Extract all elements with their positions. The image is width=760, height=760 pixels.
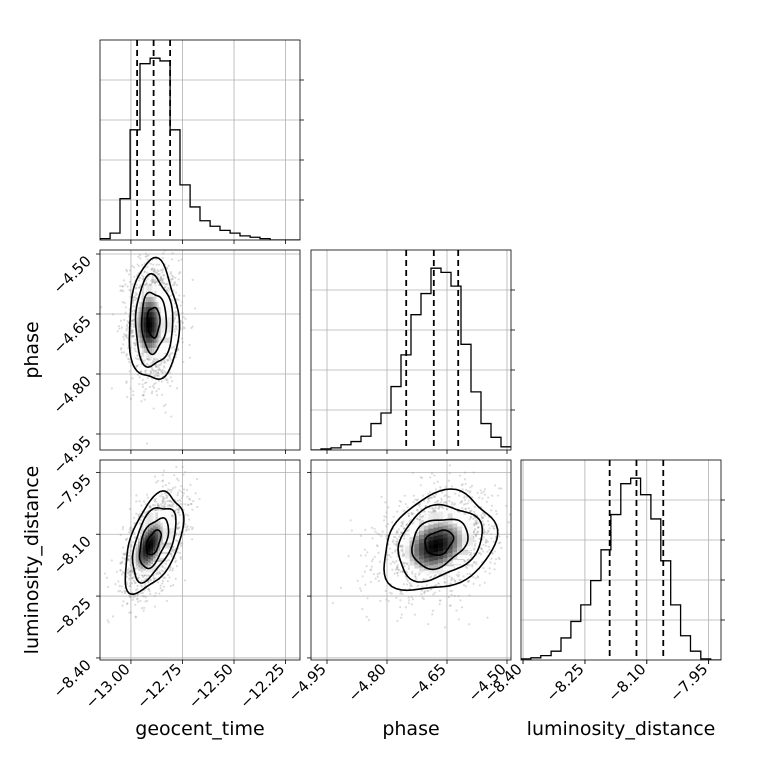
x-tick-label: −12.50 [185,660,237,712]
contour-0.5-sigma [424,529,455,556]
y-tick-label: −4.80 [50,372,95,417]
contour-1.5-sigma [397,503,484,583]
x-tick-label: −8.10 [604,660,649,705]
scatter-panel-phase-vs-luminosity_distance [311,460,511,660]
panel-frame [520,459,722,661]
contour-0.5-sigma [146,306,161,339]
x-tick-label: −4.80 [345,660,390,705]
y-axis-label-luminosity_distance: luminosity_distance [21,466,43,655]
x-tick-label: −8.25 [543,660,588,705]
histogram-phase [311,250,511,450]
histogram-step-luminosity_distance [521,477,721,660]
x-tick-label: −4.95 [285,660,330,705]
x-axis-label-phase: phase [382,718,439,740]
y-tick-label: −4.95 [50,432,95,477]
y-axis-label-phase: phase [21,321,43,378]
contour-1-sigma [138,516,170,570]
contour-2-sigma [128,256,181,381]
panel-frame [99,459,301,661]
panel-frame [99,39,301,241]
y-tick-label: −4.65 [50,312,95,357]
x-tick-label: −12.75 [133,660,185,712]
x-axis-label-luminosity_distance: luminosity_distance [527,718,716,740]
contour-2-sigma [124,490,185,596]
contour-1-sigma [411,518,469,571]
contour-1-sigma [140,291,168,356]
scatter-panel-geocent_time-vs-phase [100,250,300,450]
scatter-panel-geocent_time-vs-luminosity_distance [100,460,300,660]
contour-1.5-sigma [134,272,174,369]
contour-0.5-sigma [145,529,163,556]
y-tick-label: −4.50 [50,252,95,297]
histogram-step-phase [311,267,511,450]
panel-frame [99,249,301,451]
panel-frame [310,249,512,451]
panel-frame [310,459,512,661]
y-tick-label: −8.10 [50,532,95,577]
x-tick-label: −7.95 [666,660,711,705]
contour-2-sigma [383,488,499,592]
histogram-luminosity_distance [521,460,721,660]
contour-1.5-sigma [131,506,177,584]
histogram-geocent_time [100,40,300,240]
x-tick-label: −4.65 [405,660,450,705]
y-tick-label: −8.25 [50,594,95,639]
x-axis-label-geocent_time: geocent_time [135,718,264,740]
y-tick-label: −7.95 [50,470,95,515]
histogram-step-geocent_time [100,57,300,240]
x-tick-label: −12.25 [236,660,288,712]
